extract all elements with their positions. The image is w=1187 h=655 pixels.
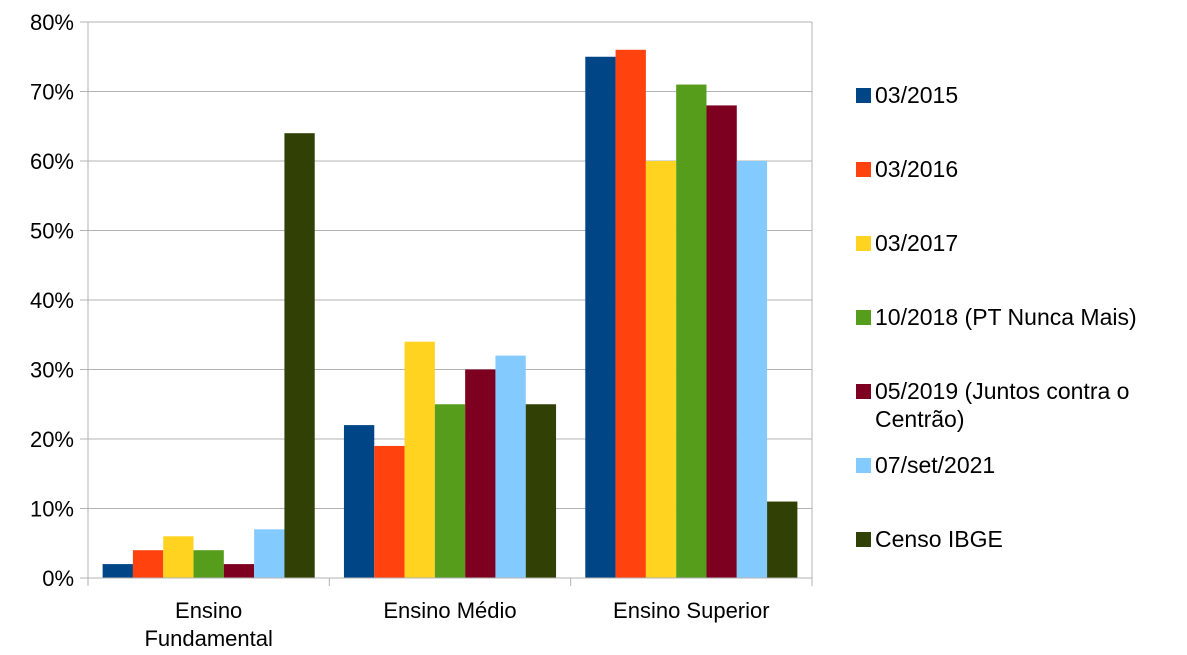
bar — [223, 564, 255, 578]
y-tick-label: 20% — [30, 427, 74, 452]
bar — [102, 564, 133, 578]
legend-item: 03/2015 — [856, 81, 1185, 109]
legend-swatch — [856, 236, 871, 251]
bar — [254, 529, 285, 578]
bar — [374, 445, 405, 578]
bar — [495, 355, 526, 578]
bar — [404, 341, 435, 578]
legend-item: 10/2018 (PT Nunca Mais) — [856, 303, 1185, 331]
bar — [736, 161, 768, 578]
legend-swatch — [856, 458, 871, 473]
legend-swatch — [856, 162, 871, 177]
legend-item: 07/set/2021 — [856, 451, 1185, 479]
legend-swatch — [856, 384, 871, 399]
x-category-label: Ensino Superior — [613, 598, 770, 623]
x-category-label: Fundamental — [144, 626, 272, 651]
legend-label: 03/2016 — [875, 156, 959, 182]
legend-item: 03/2017 — [856, 229, 1185, 257]
bar — [284, 133, 315, 578]
y-tick-label: 30% — [30, 358, 74, 383]
legend-item: Censo IBGE — [856, 525, 1185, 553]
legend-swatch — [856, 310, 871, 325]
legend-label: 07/set/2021 — [875, 452, 996, 478]
legend-swatch — [856, 88, 871, 103]
bar — [706, 105, 737, 579]
y-tick-label: 40% — [30, 288, 74, 313]
legend-label: 03/2017 — [875, 230, 959, 256]
bars — [102, 49, 798, 579]
y-tick-label: 50% — [30, 219, 74, 244]
bar — [163, 536, 194, 578]
axes — [80, 21, 813, 586]
bar — [767, 501, 798, 578]
y-tick-labels: 0% 10% 20% 30% 40% 50% 60% 70% 80% — [30, 10, 74, 591]
legend-item: 03/2016 — [856, 155, 1185, 183]
y-tick-label: 0% — [42, 566, 74, 591]
x-category-label: Ensino Médio — [383, 598, 516, 623]
legend-item: 05/2019 (Juntos contra o Centrão) — [856, 377, 1185, 433]
bar — [343, 425, 375, 578]
legend-label: 10/2018 (PT Nunca Mais) — [875, 304, 1137, 330]
bar — [585, 56, 616, 578]
y-tick-label: 10% — [30, 497, 74, 522]
legend-label: 05/2019 (Juntos contra o Centrão) — [875, 378, 1130, 432]
bar — [132, 550, 164, 578]
x-category-labels: Ensino Fundamental Ensino Médio Ensino Supe… — [144, 598, 769, 651]
bar — [465, 369, 496, 578]
bar — [434, 404, 466, 578]
x-category-label: Ensino — [175, 598, 242, 623]
y-tick-label: 60% — [30, 149, 74, 174]
bar — [193, 550, 224, 578]
legend-label: 03/2015 — [875, 82, 959, 108]
y-tick-label: 70% — [30, 80, 74, 105]
y-tick-label: 80% — [30, 10, 74, 35]
legend-swatch — [856, 532, 871, 547]
bar — [645, 161, 677, 578]
bar — [525, 404, 557, 578]
legend-label: Censo IBGE — [875, 526, 1003, 552]
bar — [615, 49, 646, 579]
bar — [676, 84, 707, 579]
gridlines — [88, 21, 812, 579]
